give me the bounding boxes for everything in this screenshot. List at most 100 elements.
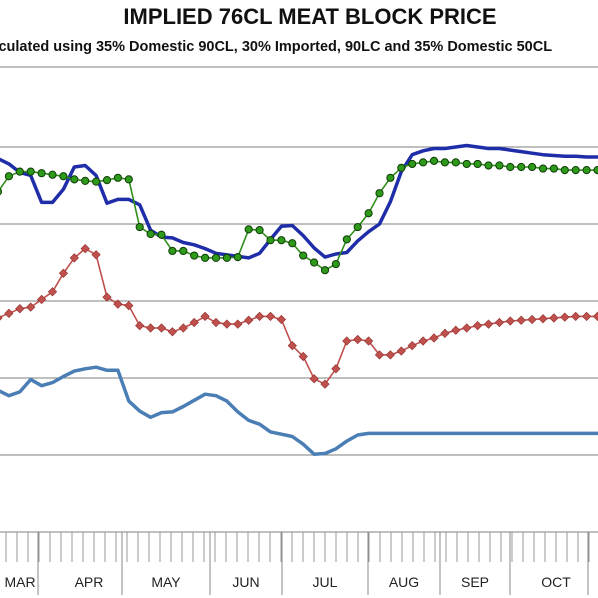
data-point bbox=[331, 364, 341, 374]
data-point bbox=[484, 161, 493, 170]
series-line bbox=[0, 365, 598, 456]
data-point bbox=[298, 351, 308, 362]
data-point bbox=[70, 175, 79, 184]
data-point bbox=[386, 173, 395, 182]
x-axis: MAR APR MAY JUN JUL AUG SEP OCT bbox=[0, 531, 598, 595]
series-group bbox=[0, 143, 598, 456]
data-point bbox=[26, 302, 36, 312]
series-line bbox=[0, 247, 598, 385]
data-point bbox=[211, 317, 221, 328]
data-point bbox=[505, 316, 515, 326]
data-point bbox=[408, 159, 417, 169]
gridlines bbox=[0, 66, 598, 456]
data-point bbox=[527, 314, 537, 325]
data-point bbox=[145, 323, 156, 333]
data-point bbox=[113, 173, 123, 182]
data-point bbox=[418, 336, 428, 346]
data-point bbox=[560, 166, 569, 175]
data-point bbox=[342, 235, 351, 244]
data-point bbox=[582, 166, 591, 175]
data-point bbox=[146, 229, 155, 239]
data-point bbox=[571, 166, 580, 175]
data-point bbox=[255, 226, 264, 235]
x-tick-label: MAR bbox=[4, 574, 35, 590]
data-point bbox=[168, 246, 177, 256]
data-point bbox=[190, 251, 199, 260]
data-point bbox=[244, 315, 254, 325]
data-point bbox=[581, 311, 592, 322]
data-point bbox=[15, 167, 24, 176]
data-point bbox=[265, 311, 276, 322]
data-point bbox=[211, 253, 221, 262]
data-point bbox=[0, 315, 3, 321]
data-point bbox=[157, 230, 166, 239]
data-point bbox=[462, 159, 471, 169]
data-point bbox=[494, 317, 505, 328]
data-point bbox=[299, 251, 308, 260]
data-point bbox=[156, 323, 167, 333]
data-point bbox=[81, 176, 90, 185]
data-point bbox=[407, 341, 417, 351]
data-point bbox=[91, 250, 101, 260]
data-point bbox=[189, 317, 199, 328]
data-point bbox=[397, 163, 406, 172]
data-point bbox=[375, 189, 384, 198]
data-point bbox=[233, 319, 243, 329]
data-point bbox=[36, 294, 47, 305]
data-point bbox=[179, 246, 188, 256]
data-point bbox=[233, 253, 242, 262]
data-point bbox=[276, 314, 287, 325]
data-point bbox=[440, 158, 449, 167]
data-point bbox=[353, 334, 363, 345]
data-point bbox=[102, 292, 112, 302]
series-4 bbox=[0, 365, 598, 456]
data-point bbox=[320, 266, 330, 275]
data-point bbox=[320, 379, 330, 389]
data-point bbox=[15, 304, 25, 314]
data-point bbox=[4, 172, 13, 181]
data-point bbox=[440, 328, 450, 338]
data-point bbox=[538, 164, 548, 173]
data-point bbox=[374, 350, 385, 360]
data-point bbox=[201, 253, 210, 262]
data-point bbox=[0, 188, 3, 196]
x-tick-label: APR bbox=[75, 574, 104, 590]
data-point bbox=[331, 259, 340, 269]
data-point bbox=[69, 253, 79, 263]
data-point bbox=[266, 236, 275, 245]
data-point bbox=[517, 162, 526, 172]
data-point bbox=[451, 325, 461, 335]
data-point bbox=[342, 336, 352, 346]
data-point bbox=[364, 209, 373, 218]
data-point bbox=[593, 166, 598, 175]
data-point bbox=[363, 336, 374, 346]
series-2 bbox=[0, 156, 598, 275]
data-point bbox=[571, 311, 581, 322]
data-point bbox=[26, 167, 35, 176]
data-point bbox=[549, 313, 559, 323]
series-1 bbox=[0, 143, 598, 260]
data-point bbox=[288, 239, 297, 248]
data-point bbox=[396, 346, 406, 356]
data-point bbox=[244, 225, 253, 234]
data-point bbox=[48, 170, 57, 179]
data-point bbox=[178, 323, 188, 333]
data-point bbox=[592, 311, 598, 322]
data-point bbox=[92, 177, 101, 186]
data-point bbox=[310, 258, 319, 267]
data-point bbox=[495, 161, 504, 170]
data-point bbox=[222, 319, 232, 329]
series-line bbox=[0, 143, 598, 260]
data-point bbox=[353, 222, 362, 232]
data-point bbox=[472, 321, 483, 331]
data-point bbox=[385, 350, 396, 360]
data-point bbox=[483, 319, 494, 329]
data-point bbox=[124, 175, 133, 184]
chart-subtitle: Calculated using 35% Domestic 90CL, 30% … bbox=[0, 39, 552, 55]
data-point bbox=[58, 268, 69, 278]
data-point bbox=[528, 162, 537, 172]
data-point bbox=[102, 176, 112, 185]
data-point bbox=[549, 164, 559, 173]
x-tick-label: OCT bbox=[541, 574, 571, 590]
x-tick-label: JUL bbox=[313, 574, 338, 590]
